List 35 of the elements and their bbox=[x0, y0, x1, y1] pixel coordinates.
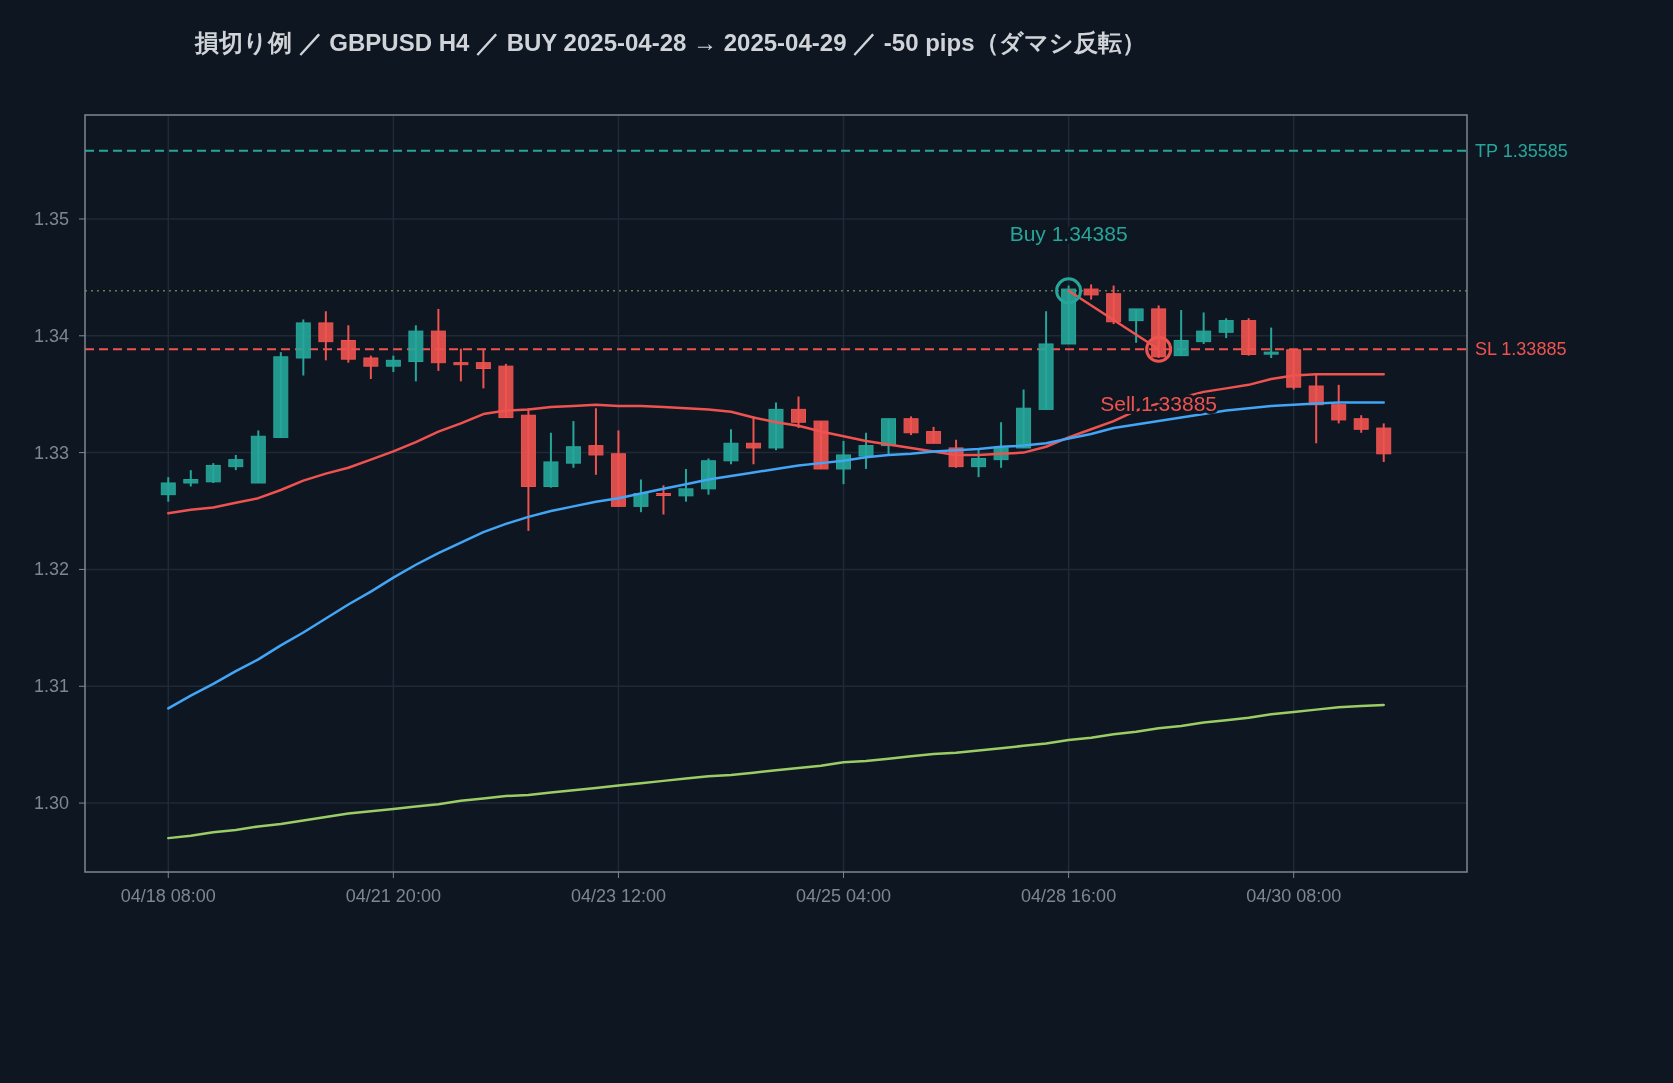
candlestick bbox=[160, 476, 176, 503]
candlestick bbox=[791, 395, 806, 430]
candlestick bbox=[1128, 307, 1144, 344]
x-tick-label: 04/18 08:00 bbox=[120, 886, 216, 906]
candlestick bbox=[588, 407, 604, 476]
candlestick bbox=[903, 415, 919, 437]
x-tick-label: 04/23 12:00 bbox=[570, 886, 666, 906]
y-tick-label: 1.35 bbox=[33, 208, 69, 229]
text: Buy 1.34385 bbox=[1009, 221, 1128, 245]
candlestick bbox=[363, 354, 379, 381]
candlestick bbox=[1173, 309, 1189, 357]
line-series bbox=[167, 703, 1385, 840]
x-tick-label: 04/25 04:00 bbox=[795, 886, 892, 906]
candlestick bbox=[1196, 311, 1212, 345]
ref-line-label: SL 1.33885 bbox=[1475, 339, 1567, 360]
candlestick bbox=[1263, 326, 1279, 359]
y-tick-label: 1.33 bbox=[33, 442, 69, 463]
y-tick-label: 1.30 bbox=[33, 793, 69, 814]
y-tick-label: 1.31 bbox=[33, 676, 69, 697]
candlestick bbox=[1331, 383, 1347, 425]
candlestick bbox=[723, 428, 739, 466]
x-tick-label: 04/28 16:00 bbox=[1021, 886, 1117, 906]
chart-title: 損切り例 ／ GBPUSD H4 ／ BUY 2025-04-28 → 2025-04-29 ／ -50 pips（ダマシ反転） bbox=[194, 29, 1146, 56]
candlestick bbox=[205, 462, 221, 484]
candlestick bbox=[655, 484, 671, 516]
candlestick bbox=[1218, 317, 1234, 340]
y-tick-label: 1.34 bbox=[33, 325, 69, 346]
candlestick bbox=[633, 478, 649, 514]
y-tick-label: 1.32 bbox=[33, 559, 69, 580]
candlestick bbox=[565, 420, 581, 469]
ref-line-label: TP 1.35585 bbox=[1475, 140, 1568, 161]
candlestick bbox=[678, 467, 694, 503]
candlestick bbox=[858, 431, 874, 470]
x-tick-label: 04/30 08:00 bbox=[1246, 886, 1342, 906]
x-tick-label: 04/21 20:00 bbox=[345, 886, 441, 906]
